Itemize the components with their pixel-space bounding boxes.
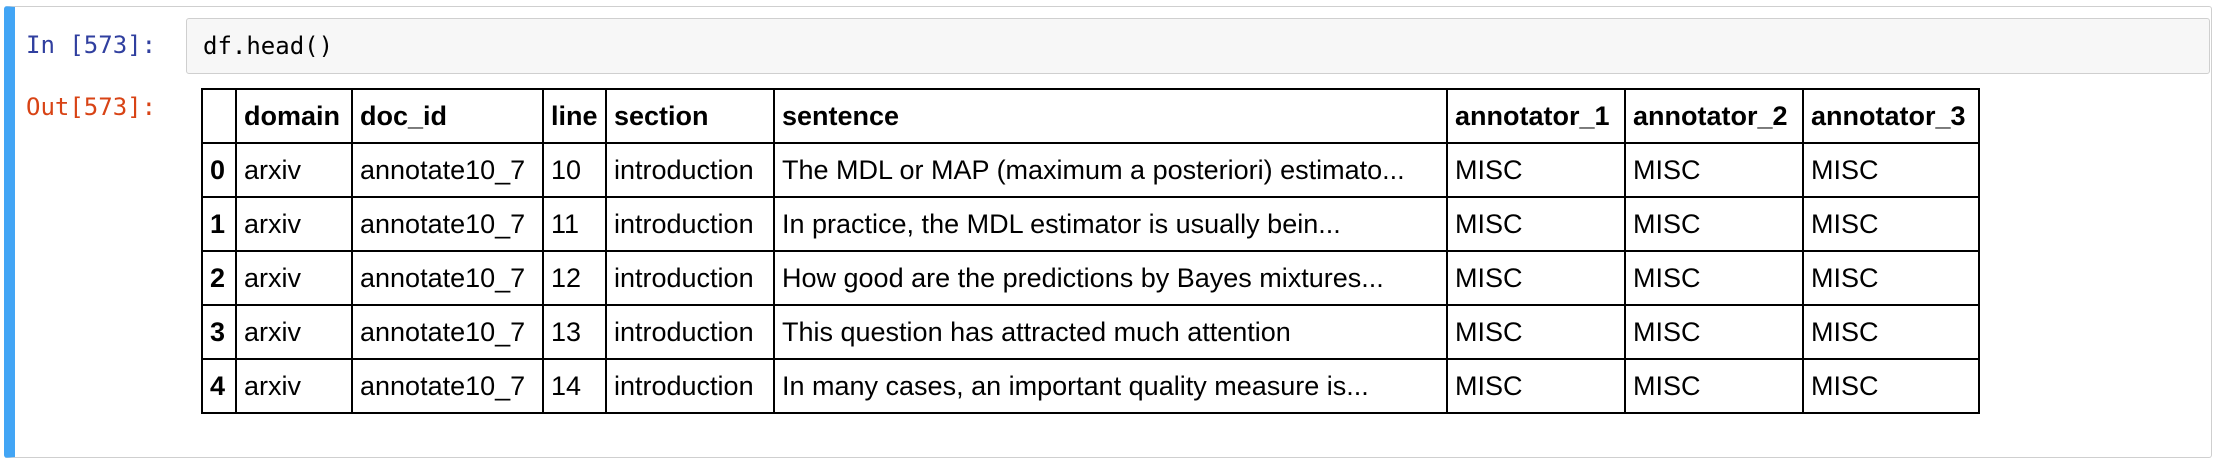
- output-prompt: Out[573]:: [26, 93, 157, 121]
- table-row: 4 arxiv annotate10_7 14 introduction In …: [201, 358, 1980, 414]
- cell-section: introduction: [605, 358, 775, 414]
- cell-annotator-1: MISC: [1446, 304, 1626, 360]
- row-index: 4: [201, 358, 237, 414]
- table-row: 2 arxiv annotate10_7 12 introduction How…: [201, 250, 1980, 306]
- cell-sentence: How good are the predictions by Bayes mi…: [773, 250, 1448, 306]
- cell-annotator-3: MISC: [1802, 358, 1980, 414]
- cell-domain: arxiv: [235, 304, 353, 360]
- code-input-area[interactable]: df.head(): [186, 18, 2210, 74]
- cell-doc-id: annotate10_7: [351, 358, 544, 414]
- cell-line: 13: [542, 304, 607, 360]
- column-header-line: line: [542, 88, 607, 144]
- cell-section: introduction: [605, 250, 775, 306]
- row-index: 3: [201, 304, 237, 360]
- index-header: [201, 88, 237, 144]
- column-header-domain: domain: [235, 88, 353, 144]
- cell-annotator-3: MISC: [1802, 196, 1980, 252]
- cell-annotator-2: MISC: [1624, 196, 1804, 252]
- cell-annotator-3: MISC: [1802, 250, 1980, 306]
- cell-domain: arxiv: [235, 196, 353, 252]
- column-header-annotator-1: annotator_1: [1446, 88, 1626, 144]
- cell-doc-id: annotate10_7: [351, 250, 544, 306]
- cell-domain: arxiv: [235, 358, 353, 414]
- cell-line: 10: [542, 142, 607, 198]
- column-header-doc-id: doc_id: [351, 88, 544, 144]
- cell-domain: arxiv: [235, 142, 353, 198]
- row-index: 0: [201, 142, 237, 198]
- dataframe-table: domain doc_id line section sentence anno…: [201, 88, 1980, 414]
- column-header-section: section: [605, 88, 775, 144]
- table-header: domain doc_id line section sentence anno…: [201, 88, 1980, 144]
- cell-annotator-2: MISC: [1624, 250, 1804, 306]
- cell-annotator-3: MISC: [1802, 142, 1980, 198]
- cell-line: 12: [542, 250, 607, 306]
- cell-section: introduction: [605, 196, 775, 252]
- cell-domain: arxiv: [235, 250, 353, 306]
- cell-annotator-1: MISC: [1446, 250, 1626, 306]
- cell-annotator-3: MISC: [1802, 304, 1980, 360]
- cell-annotator-2: MISC: [1624, 142, 1804, 198]
- row-index: 1: [201, 196, 237, 252]
- table-body: 0 arxiv annotate10_7 10 introduction The…: [201, 142, 1980, 414]
- cell-section: introduction: [605, 304, 775, 360]
- cell-sentence: In practice, the MDL estimator is usuall…: [773, 196, 1448, 252]
- cell-annotator-1: MISC: [1446, 358, 1626, 414]
- input-prompt: In [573]:: [26, 31, 157, 59]
- cell-sentence: In many cases, an important quality meas…: [773, 358, 1448, 414]
- column-header-sentence: sentence: [773, 88, 1448, 144]
- cell-doc-id: annotate10_7: [351, 196, 544, 252]
- table-row: 3 arxiv annotate10_7 13 introduction Thi…: [201, 304, 1980, 360]
- header-row: domain doc_id line section sentence anno…: [201, 88, 1980, 144]
- cell-doc-id: annotate10_7: [351, 304, 544, 360]
- cell-annotator-1: MISC: [1446, 196, 1626, 252]
- code-text[interactable]: df.head(): [203, 32, 334, 60]
- cell-sentence: The MDL or MAP (maximum a posteriori) es…: [773, 142, 1448, 198]
- cell-annotator-2: MISC: [1624, 358, 1804, 414]
- cell-annotator-1: MISC: [1446, 142, 1626, 198]
- cell-section: introduction: [605, 142, 775, 198]
- row-index: 2: [201, 250, 237, 306]
- column-header-annotator-3: annotator_3: [1802, 88, 1980, 144]
- cell-line: 14: [542, 358, 607, 414]
- cell-sentence: This question has attracted much attenti…: [773, 304, 1448, 360]
- table-row: 1 arxiv annotate10_7 11 introduction In …: [201, 196, 1980, 252]
- cell-annotator-2: MISC: [1624, 304, 1804, 360]
- cell-doc-id: annotate10_7: [351, 142, 544, 198]
- column-header-annotator-2: annotator_2: [1624, 88, 1804, 144]
- cell-line: 11: [542, 196, 607, 252]
- table-row: 0 arxiv annotate10_7 10 introduction The…: [201, 142, 1980, 198]
